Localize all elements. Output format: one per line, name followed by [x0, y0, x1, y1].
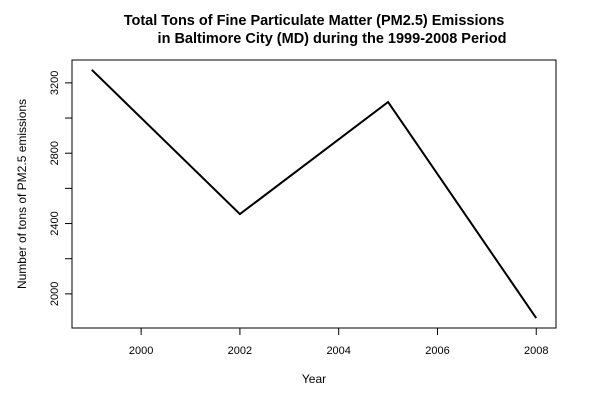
x-axis-label: Year — [302, 372, 326, 386]
emissions-line — [91, 69, 538, 319]
x-tick-label: 2002 — [228, 345, 252, 357]
series-layer — [91, 69, 538, 319]
x-tick-label: 2004 — [326, 345, 350, 357]
x-tick-label: 2006 — [425, 345, 449, 357]
y-axis-label: Number of tons of PM2.5 emissions — [15, 99, 29, 289]
x-tick-label: 2008 — [524, 345, 548, 357]
x-tick-label: 2000 — [129, 345, 153, 357]
y-tick-label: 3200 — [49, 71, 61, 95]
chart-title-line-2: in Baltimore City (MD) during the 1999-2… — [158, 31, 507, 47]
plot-frame — [71, 59, 557, 329]
y-axis: 2000 2400 2800 3200 — [49, 71, 73, 306]
y-tick-label: 2000 — [49, 282, 61, 306]
x-axis: 2000 2002 2004 2006 2008 — [129, 328, 548, 357]
y-tick-label: 2400 — [49, 211, 61, 235]
chart-title-line-1: Total Tons of Fine Particulate Matter (P… — [124, 13, 505, 29]
y-tick-label: 2800 — [49, 141, 61, 165]
